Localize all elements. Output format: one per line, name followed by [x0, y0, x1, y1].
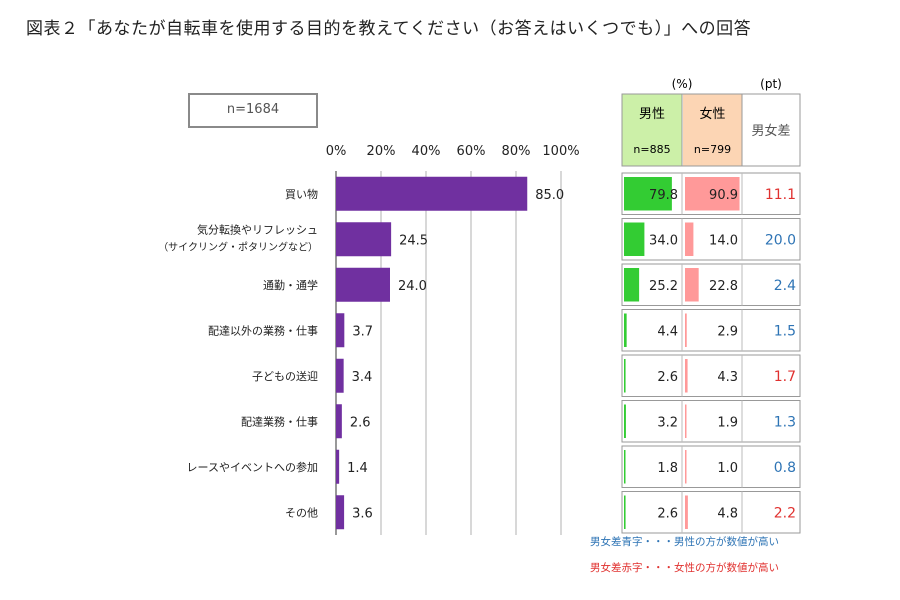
x-tick-label: 40%: [412, 144, 441, 159]
female-data-bar: [685, 177, 740, 211]
male-data-bar: [624, 222, 645, 256]
bar: [336, 267, 390, 302]
diff-value: 1.3: [774, 414, 796, 430]
diff-value: 20.0: [765, 232, 796, 248]
male-value: 1.8: [657, 461, 678, 476]
x-tick-label: 100%: [542, 144, 579, 159]
diff-value: 11.1: [765, 187, 796, 203]
diff-value: 1.5: [774, 323, 796, 339]
category-label: 配達以外の業務・仕事: [208, 323, 318, 337]
x-tick-label: 60%: [457, 144, 486, 159]
unit-pt: (pt): [760, 77, 782, 91]
male-data-bar: [624, 359, 626, 393]
bar-value-label: 24.5: [399, 233, 428, 248]
female-n-label: n=799: [694, 143, 731, 156]
category-label: 配達業務・仕事: [241, 414, 318, 428]
male-value: 2.6: [657, 370, 678, 385]
female-value: 4.8: [717, 506, 738, 521]
table-row: [621, 354, 801, 397]
female-data-bar: [685, 495, 688, 529]
bar-value-label: 3.7: [352, 324, 373, 339]
page-title: 図表２「あなたが自転車を使用する目的を教えてください（お答えはいくつでも）」への…: [26, 19, 752, 39]
bar-value-label: 24.0: [398, 279, 427, 294]
male-data-bar: [624, 450, 626, 484]
bar: [336, 222, 392, 257]
header-border: [621, 93, 801, 167]
female-data-bar: [685, 268, 699, 302]
table-row: [621, 309, 801, 352]
male-value: 4.4: [657, 324, 678, 339]
table-row: [621, 263, 801, 306]
male-value: 34.0: [649, 233, 678, 248]
category-label: 子どもの送迎: [252, 369, 318, 383]
diff-value: 1.7: [774, 369, 796, 385]
bar: [336, 313, 345, 348]
male-data-bar: [624, 404, 626, 438]
male-data-bar: [624, 495, 626, 529]
female-value: 14.0: [709, 233, 738, 248]
table-row: [621, 172, 801, 215]
male-value: 3.2: [657, 415, 678, 430]
category-label: その他: [285, 506, 318, 519]
male-value: 2.6: [657, 506, 678, 521]
table-row: [621, 445, 801, 488]
x-tick-label: 80%: [502, 144, 531, 159]
bar-value-label: 85.0: [535, 188, 564, 203]
male-data-bar: [624, 268, 640, 302]
bar-value-label: 1.4: [347, 461, 368, 476]
female-header-bg: [683, 94, 742, 166]
category-sublabel: （サイクリング・ポタリングなど）: [158, 240, 318, 253]
category-label: レースやイベントへの参加: [187, 460, 318, 474]
table-row: [621, 218, 801, 261]
x-tick-label: 0%: [326, 144, 347, 159]
bar-value-label: 3.6: [352, 506, 373, 521]
male-n-label: n=885: [633, 143, 670, 156]
table-row: [621, 400, 801, 443]
x-tick-label: 20%: [367, 144, 396, 159]
note-blue: 男女差青字・・・男性の方が数値が高い: [590, 536, 779, 548]
female-value: 4.3: [717, 370, 738, 385]
male-header-label: 男性: [639, 107, 665, 122]
female-value: 1.9: [717, 415, 738, 430]
female-header-label: 女性: [699, 106, 725, 122]
bar-value-label: 2.6: [350, 415, 371, 430]
bar-value-label: 3.4: [352, 370, 373, 385]
bar: [336, 495, 345, 530]
diff-value: 2.2: [774, 505, 796, 521]
female-data-bar: [685, 450, 687, 484]
bar: [336, 176, 528, 211]
unit-percent: (%): [672, 77, 693, 91]
female-data-bar: [685, 404, 687, 438]
category-label: 買い物: [285, 187, 318, 201]
female-data-bar: [685, 222, 694, 256]
table-row: [621, 491, 801, 534]
female-value: 2.9: [717, 324, 738, 339]
male-data-bar: [624, 313, 627, 347]
sample-size-box: n=1684: [188, 93, 318, 128]
diff-value: 2.4: [774, 278, 796, 294]
female-value: 22.8: [709, 279, 738, 294]
note-red: 男女差赤字・・・女性の方が数値が高い: [590, 562, 779, 574]
category-label: 気分転換やリフレッシュ: [197, 222, 318, 236]
female-data-bar: [685, 313, 687, 347]
male-value: 25.2: [649, 279, 678, 294]
diff-header-label: 男女差: [751, 123, 790, 139]
bar: [336, 404, 342, 439]
female-data-bar: [685, 359, 688, 393]
category-label: 通勤・通学: [263, 278, 318, 292]
male-value: 79.8: [649, 188, 678, 203]
female-value: 90.9: [709, 188, 738, 203]
male-header-bg: [622, 94, 682, 166]
female-value: 1.0: [717, 461, 738, 476]
bar: [336, 449, 340, 484]
male-data-bar: [624, 177, 672, 211]
diff-value: 0.8: [774, 460, 796, 476]
bar: [336, 358, 344, 393]
